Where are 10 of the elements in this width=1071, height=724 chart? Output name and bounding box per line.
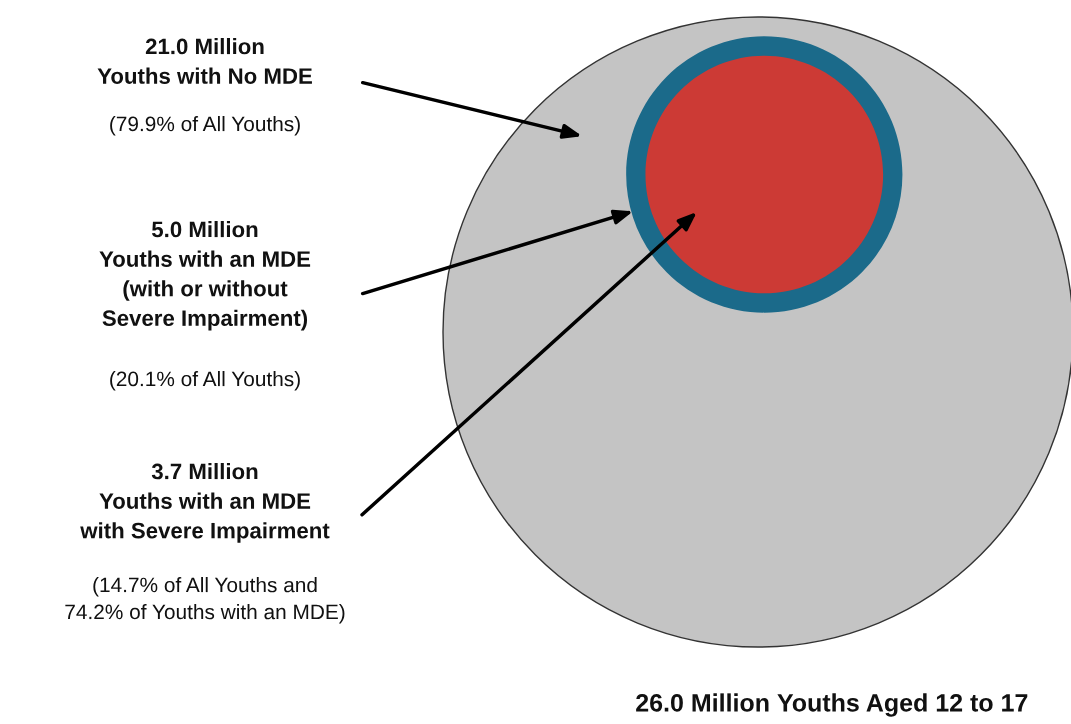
text: (20.1% of All Youths) xyxy=(110,371,300,391)
text: 21.0 Million Youths with No MDE xyxy=(97,38,312,84)
category-label: Youths Aged 12 to 17 xyxy=(777,693,1028,717)
text: (79.9% of All Youths) xyxy=(110,116,300,136)
category-label: Youths with an MDE with Severe Impairment xyxy=(80,492,330,543)
data-label: 3.7 Million xyxy=(151,463,258,480)
data-label: 5.0 Million xyxy=(151,221,258,238)
text: (14.7% of All Youths and 74.2% of Youths with an MDE) xyxy=(65,577,345,624)
category-label: Youths with an MDE (with or without Severe Impairment) xyxy=(99,250,311,331)
data-label: 26.0 Million xyxy=(636,693,769,712)
